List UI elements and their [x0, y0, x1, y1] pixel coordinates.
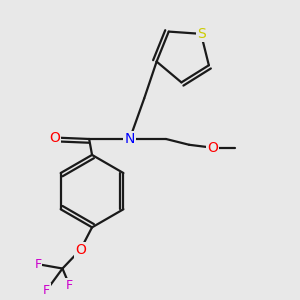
Text: N: N [124, 132, 135, 146]
Text: O: O [75, 243, 86, 257]
Text: F: F [34, 258, 41, 271]
Text: F: F [66, 279, 73, 292]
Text: S: S [196, 27, 206, 41]
Text: F: F [43, 284, 50, 297]
Text: O: O [207, 141, 218, 155]
Text: O: O [49, 130, 60, 145]
